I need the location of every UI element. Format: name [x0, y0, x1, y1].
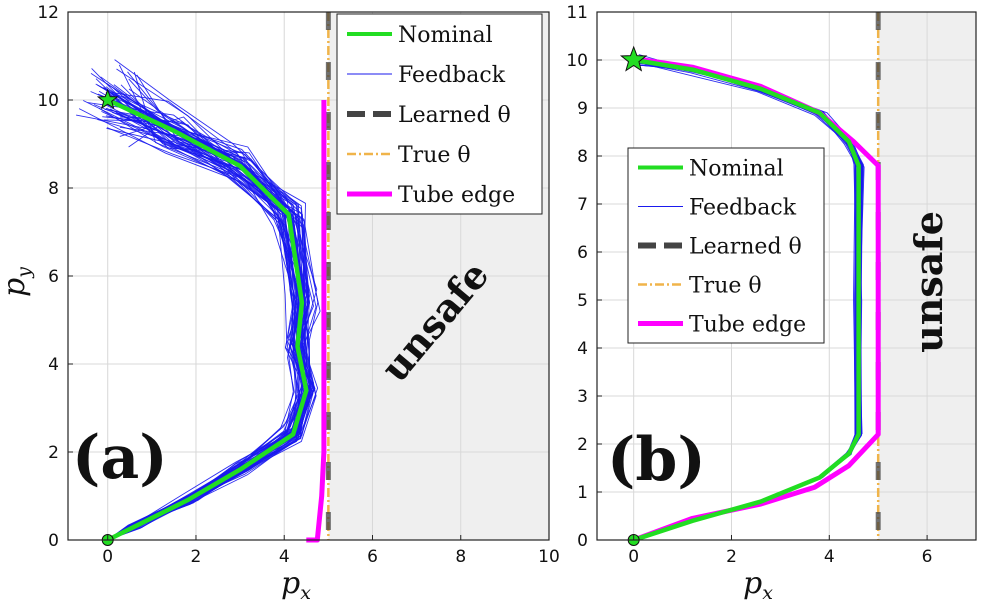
- panel-label: (a): [72, 423, 168, 493]
- x-tick-label: 2: [191, 547, 202, 567]
- y-tick-label: 2: [577, 435, 588, 455]
- legend-label: Feedback: [398, 63, 506, 88]
- y-tick-label: 10: [37, 91, 59, 111]
- y-tick-label: 8: [48, 179, 59, 199]
- x-tick-label: 4: [279, 547, 290, 567]
- x-tick-label: 0: [628, 547, 639, 567]
- y-tick-label: 5: [577, 291, 588, 311]
- y-tick-label: 4: [48, 355, 59, 375]
- legend-label: Feedback: [689, 196, 797, 221]
- goal-star-marker: [96, 88, 119, 110]
- legend-label: Nominal: [398, 23, 493, 48]
- x-tick-label: 8: [455, 547, 466, 567]
- legend-box: [336, 13, 543, 215]
- x-tick-label: 6: [922, 547, 933, 567]
- x-axis-label: px: [743, 566, 773, 601]
- legend-label: Tube edge: [689, 313, 806, 338]
- legend-label: Tube edge: [398, 183, 515, 208]
- nominal-line: [106, 97, 309, 543]
- x-tick-label: 2: [726, 547, 737, 567]
- y-tick-label: 1: [577, 483, 588, 503]
- legend-label: True θ: [398, 143, 471, 168]
- chart-panel-b: unsafe 0 2 4 6 0 1 2 3 4 5 6 7 8 9 10 11 px (b) Nominal Feed…: [566, 3, 977, 601]
- y-tick-label: 8: [577, 147, 588, 167]
- y-tick-label: 3: [577, 387, 588, 407]
- goal-star-marker: [619, 45, 648, 72]
- x-tick-label: 0: [102, 547, 113, 567]
- y-tick-label: 11: [566, 3, 588, 23]
- y-tick-label: 0: [577, 531, 588, 551]
- y-axis-label: py: [0, 267, 35, 297]
- y-tick-label: 9: [577, 99, 588, 119]
- nominal-line: [633, 57, 861, 543]
- panel-label: (b): [607, 425, 706, 495]
- y-tick-label: 4: [577, 339, 588, 359]
- y-tick-label: 2: [48, 443, 59, 463]
- legend-label: Nominal: [689, 157, 784, 182]
- y-tick-label: 10: [566, 51, 588, 71]
- tube-edge-line: [632, 57, 881, 543]
- legend-label: Learned θ: [689, 235, 802, 260]
- x-tick-label: 4: [824, 547, 835, 567]
- y-tick-label: 12: [37, 3, 59, 23]
- x-tick-label: 6: [367, 547, 378, 567]
- legend-box: [627, 147, 825, 344]
- legend-label: True θ: [689, 274, 762, 299]
- y-tick-label: 6: [577, 243, 588, 263]
- x-axis-label: px: [281, 566, 311, 601]
- x-tick-label: 10: [538, 547, 560, 567]
- legend: Nominal Feedback Learned θ True θ Tube edge: [336, 13, 543, 215]
- unsafe-label: unsafe: [906, 211, 951, 353]
- axes-box: [596, 11, 977, 541]
- legend: Nominal Feedback Learned θ True θ Tube edge: [627, 147, 825, 344]
- y-tick-label: 7: [577, 195, 588, 215]
- y-tick-label: 6: [48, 267, 59, 287]
- legend-label: Learned θ: [398, 103, 511, 128]
- y-tick-label: 0: [48, 531, 59, 551]
